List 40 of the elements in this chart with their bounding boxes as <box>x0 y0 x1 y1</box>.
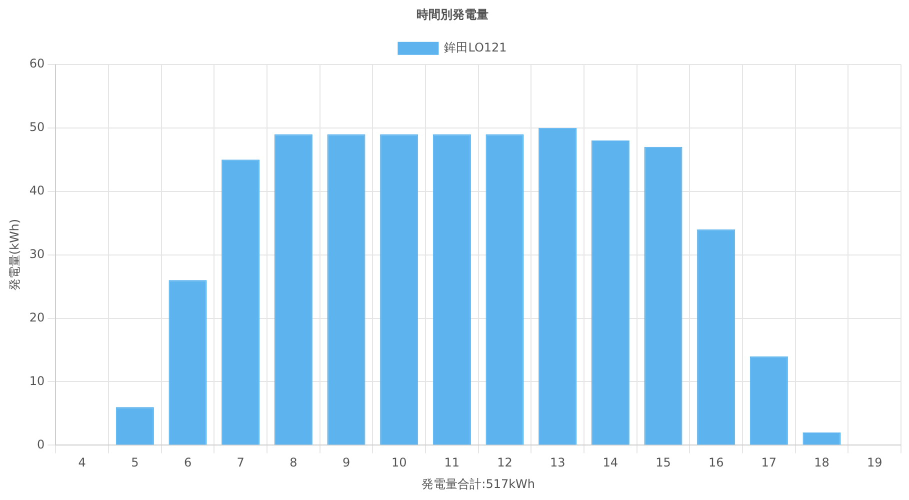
bar <box>327 134 366 445</box>
y-tick-label: 0 <box>37 437 45 452</box>
x-tick-label: 4 <box>78 456 86 470</box>
y-axis-title: 発電量(kWh) <box>7 218 22 291</box>
x-tick-label: 7 <box>236 456 244 470</box>
x-tick-label: 11 <box>444 456 460 470</box>
x-tick-label: 13 <box>550 456 566 470</box>
x-tick-label: 16 <box>708 456 724 470</box>
bar <box>591 140 630 445</box>
bar <box>168 280 207 445</box>
x-tick-label: 14 <box>602 456 618 470</box>
y-tick-label: 40 <box>29 183 45 198</box>
x-tick-label: 12 <box>497 456 512 470</box>
bar <box>697 229 736 445</box>
x-tick-label: 8 <box>290 456 298 470</box>
y-tick-label: 10 <box>29 374 45 388</box>
bar <box>802 432 841 445</box>
x-tick-label: 9 <box>342 456 350 470</box>
y-tick-label: 50 <box>29 120 45 134</box>
bar <box>432 134 471 445</box>
bar <box>486 134 524 445</box>
x-axis-title: 発電量合計:517kWh <box>422 476 536 491</box>
bar <box>380 134 418 445</box>
y-tick-label: 30 <box>29 246 45 261</box>
chart-title: 時間別発電量 <box>416 7 488 22</box>
x-tick-label: 6 <box>184 456 192 470</box>
x-tick-label: 17 <box>761 456 777 470</box>
x-tick-label: 10 <box>391 456 407 470</box>
y-tick-label: 20 <box>29 310 45 324</box>
x-tick-label: 18 <box>814 456 830 470</box>
bar <box>750 356 788 445</box>
x-tick-label: 19 <box>866 456 882 470</box>
x-tick-label: 15 <box>656 456 671 470</box>
x-tick-label: 5 <box>131 456 139 470</box>
bar <box>274 134 312 445</box>
legend-label: 鉾田LO121 <box>444 40 507 55</box>
bar <box>644 146 682 445</box>
bar <box>116 407 154 445</box>
bar <box>222 160 260 445</box>
y-tick-label: 60 <box>29 56 45 71</box>
